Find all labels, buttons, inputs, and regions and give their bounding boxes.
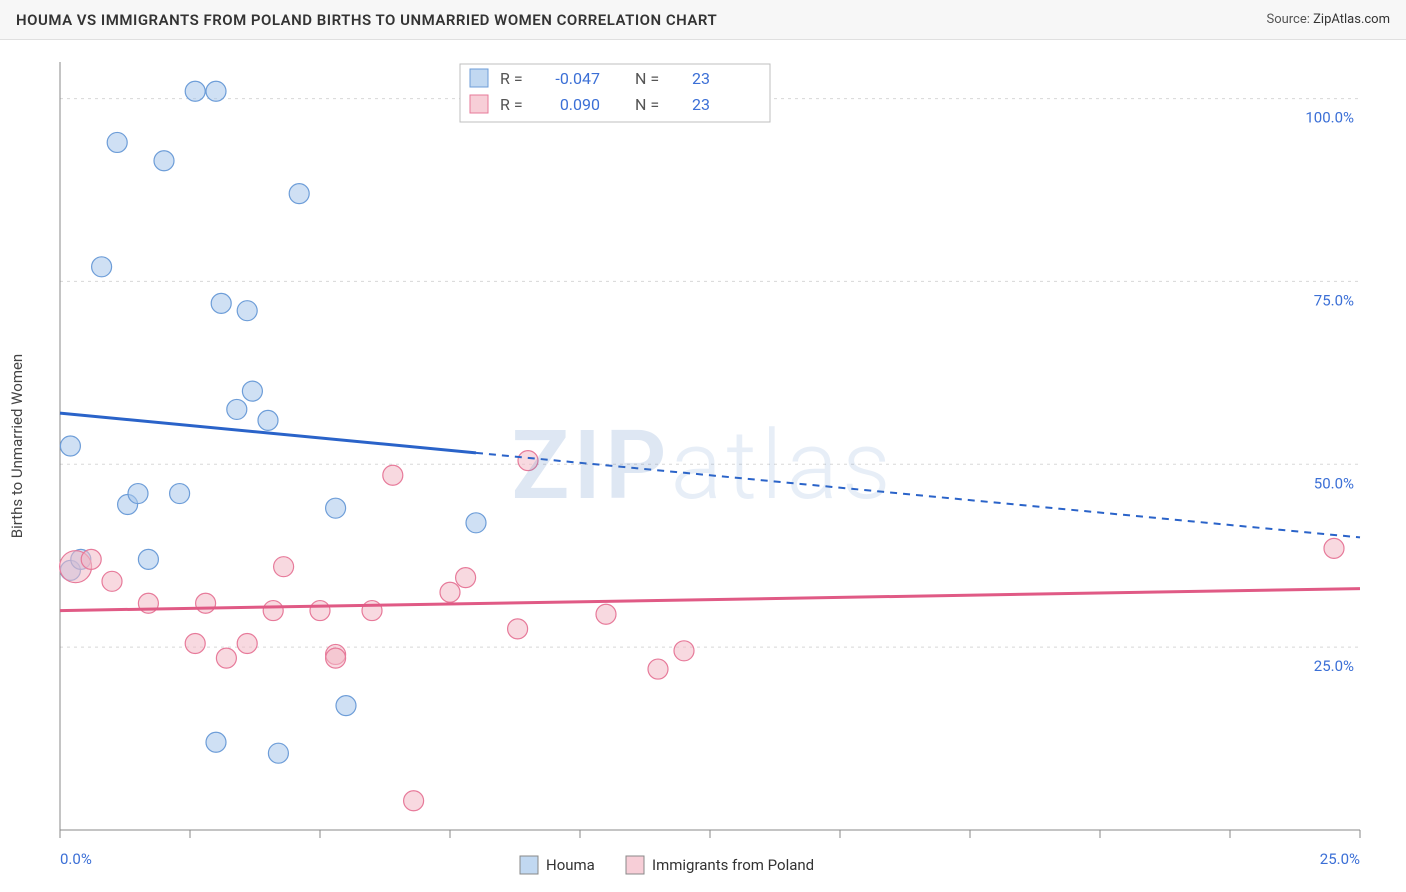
source-link[interactable]: ZipAtlas.com (1313, 12, 1390, 27)
scatter-point (1324, 538, 1344, 558)
scatter-point (154, 151, 174, 171)
scatter-point (206, 732, 226, 752)
y-tick-label: 100.0% (1305, 109, 1354, 127)
scatter-point (196, 593, 216, 613)
scatter-point (336, 696, 356, 716)
scatter-point (107, 132, 127, 152)
scatter-point (404, 791, 424, 811)
scatter-point (60, 436, 80, 456)
scatter-point (289, 184, 309, 204)
y-tick-label: 75.0% (1314, 291, 1354, 309)
legend-label: Immigrants from Poland (652, 856, 814, 874)
scatter-point (138, 549, 158, 569)
scatter-point (274, 557, 294, 577)
scatter-point (237, 633, 257, 653)
legend-swatch (626, 856, 644, 874)
source-attribution: Source: ZipAtlas.com (1266, 12, 1390, 27)
scatter-point (456, 568, 476, 588)
scatter-point (466, 513, 486, 533)
correlation-scatter-chart: 25.0% 50.0% 75.0% 100.0% 0.0% 25.0% Births to … (0, 40, 1406, 892)
scatter-point (206, 81, 226, 101)
y-axis-label: Births to Unmarried Women (8, 354, 26, 538)
stats-n-label: N = (635, 95, 659, 114)
scatter-point (508, 619, 528, 639)
x-tick-label: 0.0% (60, 850, 92, 868)
stats-n-value: 23 (692, 69, 710, 88)
scatter-point (326, 648, 346, 668)
stats-n-value: 23 (692, 95, 710, 114)
stats-r-value: -0.047 (555, 69, 600, 88)
stats-swatch (470, 69, 488, 87)
scatter-point (310, 601, 330, 621)
stats-n-label: N = (635, 69, 659, 88)
scatter-point (383, 465, 403, 485)
scatter-point (211, 293, 231, 313)
scatter-point (440, 582, 460, 602)
stats-r-label: R = (500, 69, 523, 88)
scatter-point (596, 604, 616, 624)
scatter-point (185, 633, 205, 653)
scatter-point (362, 601, 382, 621)
y-tick-label: 50.0% (1314, 474, 1354, 492)
scatter-point (268, 743, 288, 763)
scatter-point (518, 451, 538, 471)
chart-container: 25.0% 50.0% 75.0% 100.0% 0.0% 25.0% Births to … (0, 40, 1406, 892)
scatter-point (242, 381, 262, 401)
scatter-point (237, 301, 257, 321)
legend-label: Houma (546, 856, 595, 874)
scatter-point (263, 601, 283, 621)
stats-r-label: R = (500, 95, 523, 114)
scatter-point (326, 498, 346, 518)
scatter-point (185, 81, 205, 101)
scatter-point (81, 549, 101, 569)
stats-swatch (470, 95, 488, 113)
scatter-point (170, 484, 190, 504)
scatter-point (674, 641, 694, 661)
trend-line-dashed (476, 453, 1360, 538)
scatter-point (128, 484, 148, 504)
scatter-point (92, 257, 112, 277)
trend-line-solid (60, 589, 1360, 611)
chart-title: HOUMA VS IMMIGRANTS FROM POLAND BIRTHS T… (16, 11, 717, 29)
scatter-point (227, 399, 247, 419)
scatter-point (102, 571, 122, 591)
legend-swatch (520, 856, 538, 874)
scatter-point (216, 648, 236, 668)
x-tick-label: 25.0% (1320, 850, 1360, 868)
header-bar: HOUMA VS IMMIGRANTS FROM POLAND BIRTHS T… (0, 0, 1406, 40)
stats-r-value: 0.090 (560, 95, 600, 114)
y-tick-label: 25.0% (1314, 657, 1354, 675)
source-prefix: Source: (1266, 12, 1313, 27)
scatter-point (648, 659, 668, 679)
scatter-point (258, 410, 278, 430)
